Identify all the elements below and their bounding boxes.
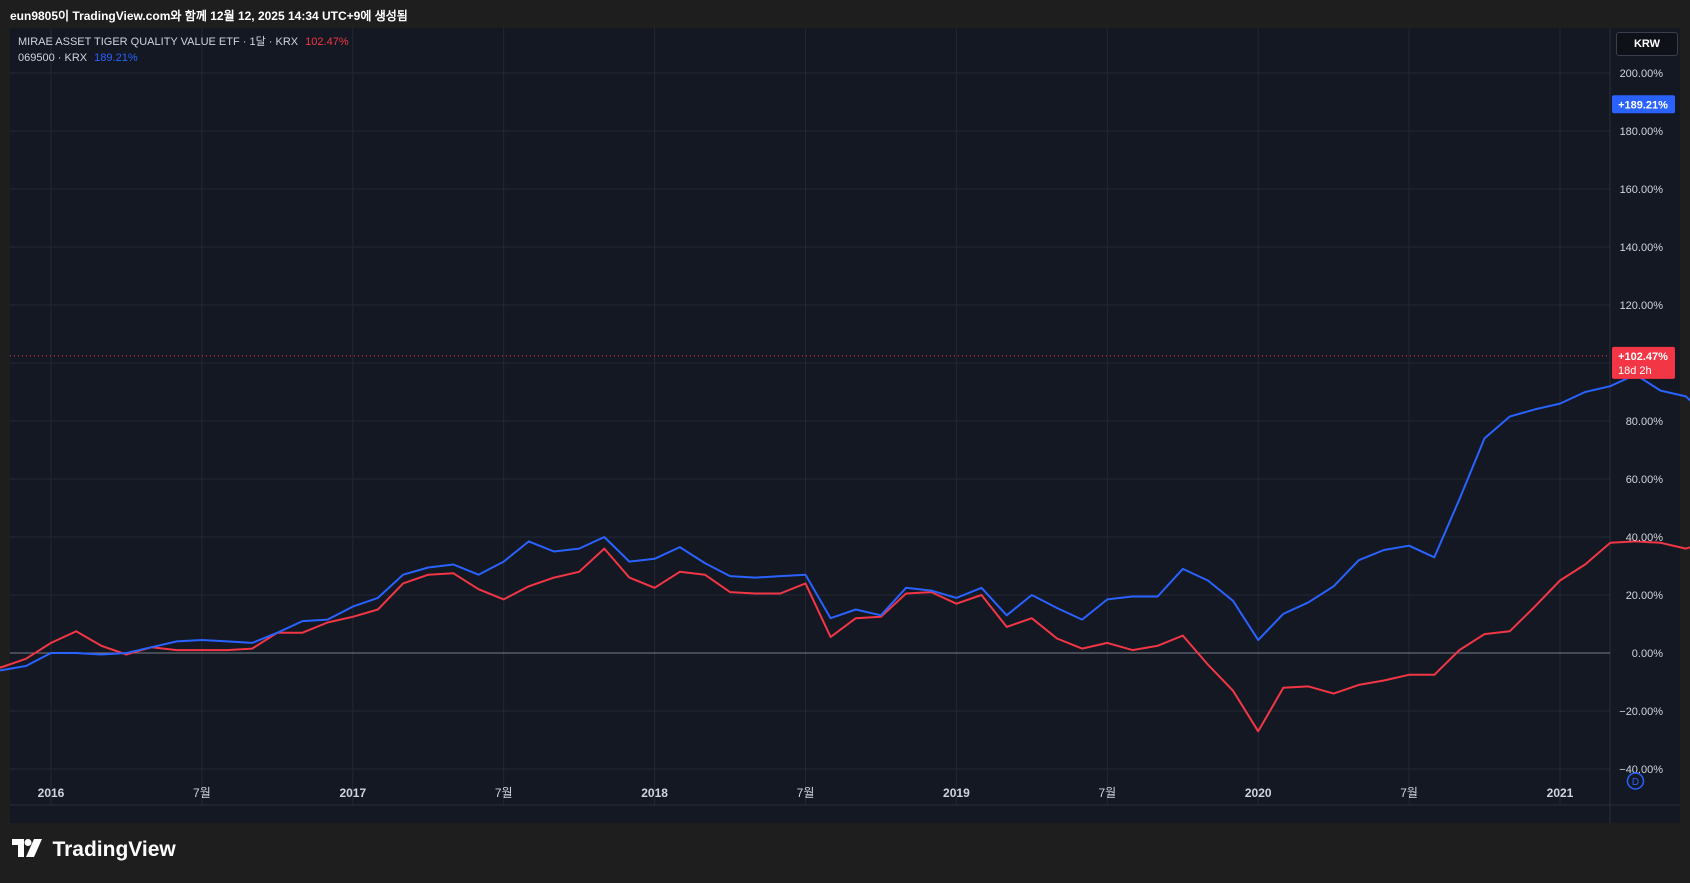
series-line-1 — [0, 373, 1690, 672]
x-tick-label: 2016 — [38, 786, 65, 800]
caption-bar: eun9805이 TradingView.com와 함께 12월 12, 202… — [0, 0, 1690, 28]
x-tick-label: 2017 — [339, 786, 366, 800]
y-tick-label: 80.00% — [1626, 416, 1664, 428]
x-tick-label: 2021 — [1547, 786, 1574, 800]
currency-button[interactable]: KRW — [1616, 32, 1678, 56]
dividend-marker[interactable]: D — [1626, 772, 1645, 790]
x-tick-label: 7월 — [797, 786, 815, 800]
y-tick-label: 200.00% — [1620, 68, 1664, 80]
dividend-letter: D — [1632, 777, 1639, 788]
caption-text: eun9805이 TradingView.com와 함께 12월 12, 202… — [10, 9, 408, 23]
x-tick-label: 7월 — [193, 786, 211, 800]
legend-kospi-value: 189.21% — [94, 52, 138, 64]
blue-badge-label: +189.21% — [1618, 99, 1668, 111]
y-tick-label: 40.00% — [1626, 532, 1664, 544]
legend-kospi-name: 069500 · KRX — [18, 52, 88, 64]
chart-frame[interactable] — [10, 28, 1680, 823]
blue-price-badge — [1612, 95, 1675, 114]
y-tick-label: 140.00% — [1620, 242, 1664, 254]
dividend-markers: DDDDD — [1626, 772, 1645, 790]
red-badge-countdown: 18d 2h — [1618, 365, 1652, 377]
series-layer — [0, 373, 1690, 733]
price-badges: +189.21% +102.47% 18d 2h — [1612, 95, 1675, 379]
x-tick-label: 2020 — [1245, 786, 1272, 800]
series-line-0 — [0, 540, 1690, 733]
y-tick-label: 160.00% — [1620, 184, 1664, 196]
y-tick-label: 120.00% — [1620, 300, 1664, 312]
y-tick-label: −20.00% — [1619, 706, 1663, 718]
y-tick-label: 180.00% — [1620, 126, 1664, 138]
brand-name: TradingView — [52, 838, 176, 861]
y-tick-label: 60.00% — [1626, 474, 1664, 486]
tradingview-logo-icon — [12, 838, 42, 862]
legend: MIRAE ASSET TIGER QUALITY VALUE ETF · 1달… — [18, 34, 349, 66]
x-tick-label: 7월 — [495, 786, 513, 800]
legend-etf-name: MIRAE ASSET TIGER QUALITY VALUE ETF · 1달… — [18, 36, 299, 48]
y-tick-label: 0.00% — [1632, 648, 1663, 660]
x-tick-label: 2019 — [943, 786, 970, 800]
y-tick-label: −40.00% — [1619, 764, 1663, 776]
red-badge-label: +102.47% — [1618, 351, 1668, 363]
dividend-circle — [1626, 772, 1645, 790]
y-axis: −40.00% −20.00% 0.00% 20.00% 40.00% 60.00% 80.… — [1619, 68, 1663, 776]
legend-row-kospi[interactable]: 069500 · KRX 189.21% — [18, 50, 349, 66]
brand-footer: TradingView — [12, 838, 176, 868]
grid-lines — [10, 28, 1680, 823]
legend-etf-value: 102.47% — [305, 36, 349, 48]
x-axis: 20167월20177월20187월20197월20207월20217월2022… — [38, 786, 1574, 800]
y-tick-label: 20.00% — [1626, 590, 1664, 602]
x-tick-label: 7월 — [1098, 786, 1116, 800]
x-tick-label: 7월 — [1400, 786, 1418, 800]
red-price-badge — [1612, 346, 1675, 379]
x-tick-label: 2018 — [641, 786, 668, 800]
legend-row-etf[interactable]: MIRAE ASSET TIGER QUALITY VALUE ETF · 1달… — [18, 34, 349, 50]
